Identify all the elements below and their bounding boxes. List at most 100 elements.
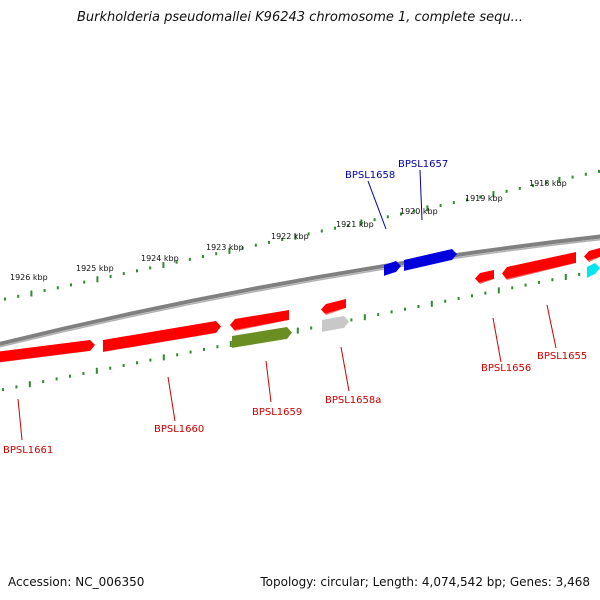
gene-body [321, 299, 346, 315]
scale-tick [598, 169, 600, 173]
gene-body [103, 321, 221, 352]
scale-tick [149, 358, 152, 362]
gene-body [230, 310, 289, 331]
gene-shade [403, 259, 453, 273]
scale-tick [136, 269, 138, 273]
scale-label: 1926 kbp [10, 273, 48, 282]
scale-tick [2, 388, 4, 392]
scale-tick [162, 262, 165, 269]
scale-tick [479, 195, 482, 199]
scale-tick [404, 307, 406, 311]
scale-tick [189, 350, 192, 354]
scale-tick [15, 385, 18, 389]
gene-label-bpsl1658a: BPSL1658a [325, 395, 381, 406]
scale-label: 1918 kbp [529, 179, 567, 188]
scale-tick [511, 286, 514, 290]
gene-features [0, 248, 600, 364]
accession-text: Accession: NC_006350 [8, 575, 145, 589]
scale-tick [241, 246, 244, 250]
scale-tick [229, 341, 232, 347]
gene-BPSL1655 [501, 252, 577, 282]
scale-tick [360, 219, 363, 226]
scale-tick [430, 300, 433, 307]
scale-tick [320, 229, 323, 233]
scale-tick [30, 290, 33, 297]
scale-tick [457, 297, 460, 300]
gene-BPSL1656 [474, 270, 495, 286]
scale-tick [492, 191, 495, 198]
scale-tick [444, 299, 447, 303]
scale-tick [96, 276, 99, 283]
gene-label-bpsl1659: BPSL1659 [252, 407, 302, 418]
topology-summary: Topology: circular; Length: 4,074,542 bp… [260, 575, 590, 589]
scale-tick [564, 274, 567, 280]
gene-shade [320, 307, 347, 317]
scale-label: 1925 kbp [76, 264, 114, 273]
scale-tick [551, 278, 554, 282]
scale-tick [524, 283, 527, 287]
scale-tick [426, 205, 429, 212]
scale-labels: 1926 kbp 1925 kbp 1924 kbp 1923 kbp 1922 kbp… [10, 179, 567, 282]
gene-cyan-edge [586, 263, 600, 280]
gene-shade [501, 262, 577, 282]
scale-tick [203, 347, 205, 351]
gene-forward-extra [229, 310, 290, 333]
label-leader [167, 376, 176, 422]
scale-tick [545, 181, 548, 185]
scale-tick [471, 294, 473, 298]
gene-label-bpsl1658: BPSL1658 [345, 170, 395, 181]
scale-tick [42, 380, 45, 384]
scale-tick [136, 361, 138, 365]
gene-shade [231, 338, 288, 350]
scale-tick [363, 314, 366, 321]
gene-shade [474, 278, 495, 286]
scale-tick [162, 354, 165, 361]
map-title: Burkholderia pseudomallei K96243 chromos… [76, 10, 524, 25]
scale-tick [400, 212, 402, 216]
scale-tick [294, 233, 297, 240]
scale-label: 1919 kbp [465, 194, 503, 203]
gene-body [322, 316, 349, 332]
scale-tick [466, 198, 468, 202]
chromosome-backbone-shadow [0, 238, 600, 348]
scale-tick [497, 287, 500, 294]
scale-tick [505, 189, 508, 193]
scale-tick [584, 172, 587, 176]
scale-tick [296, 327, 299, 334]
scale-tick [228, 247, 231, 254]
scale-tick [268, 240, 270, 244]
gene-shade [586, 273, 596, 280]
scale-tick [43, 289, 46, 293]
gene-label-bpsl1661: BPSL1661 [3, 445, 53, 456]
scale-tick [4, 297, 6, 301]
gene-body [475, 270, 494, 284]
scale-tick [109, 274, 112, 278]
label-leader [265, 360, 272, 403]
scale-tick [95, 367, 98, 374]
scale-tick [176, 353, 179, 357]
chromosome-backbone [0, 234, 600, 346]
scale-tick [82, 372, 85, 375]
gene-shade [583, 256, 600, 264]
gene-body [0, 340, 95, 363]
gene-label-bpsl1655: BPSL1655 [537, 351, 587, 362]
scale-tick [538, 280, 540, 284]
scale-label: 1924 kbp [141, 254, 179, 263]
gene-label-bpsl1657: BPSL1657 [398, 159, 448, 170]
scale-tick [17, 294, 20, 298]
scale-tick [484, 291, 487, 295]
scale-tick [69, 374, 71, 378]
scale-tick [571, 175, 574, 179]
gene-shade [102, 332, 217, 354]
scale-tick [254, 243, 257, 247]
scale-tick [518, 187, 521, 190]
scale-tick [70, 283, 72, 287]
scale-tick [307, 232, 310, 236]
label-leader [546, 304, 557, 349]
scale-tick [578, 272, 581, 276]
scale-tick [149, 266, 152, 270]
scale-tick [373, 218, 376, 222]
gene-body [502, 252, 576, 280]
gene-shade [0, 350, 91, 364]
